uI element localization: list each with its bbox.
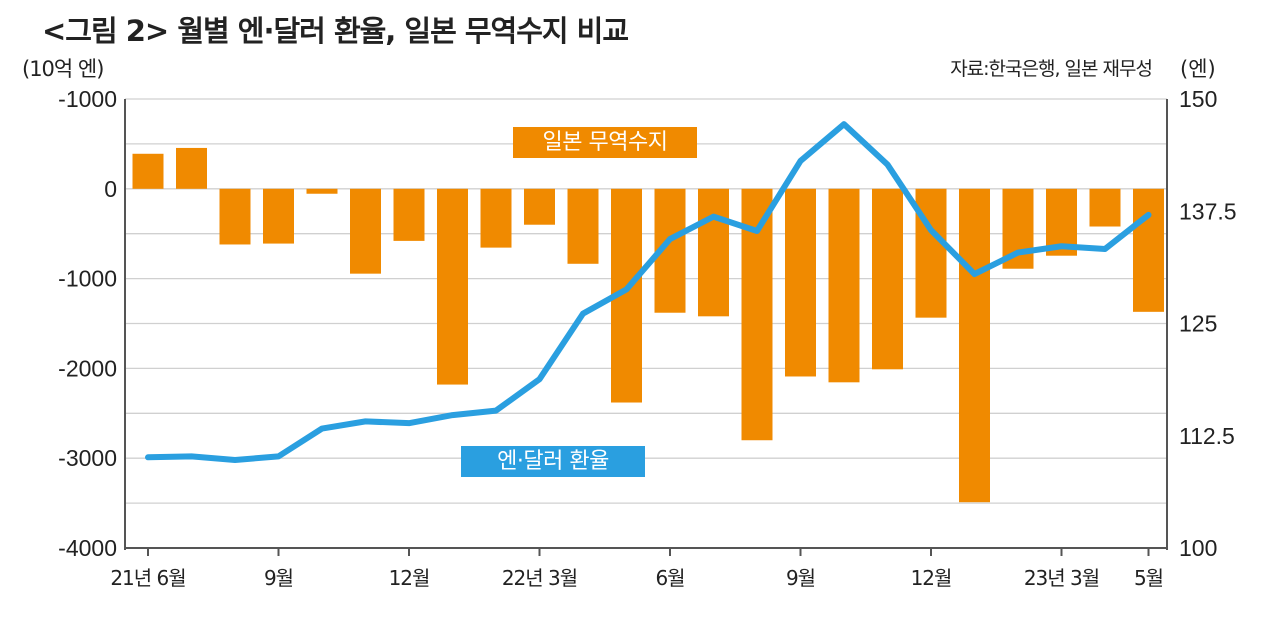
left-tick-label: -3000 [58, 445, 117, 471]
x-tick-label: 6월 [655, 566, 684, 590]
legend-trade-balance: 일본 무역수지 [513, 127, 697, 158]
right-tick-label: 100 [1179, 535, 1217, 561]
bar [872, 188, 903, 370]
right-tick-label: 150 [1179, 86, 1217, 112]
bar [132, 153, 164, 189]
source-note: 자료:한국은행, 일본 재무성 [950, 58, 1153, 80]
x-tick-label: 5월 [1134, 566, 1163, 590]
bar [828, 188, 860, 383]
right-tick-label: 137.5 [1179, 198, 1237, 224]
bar [915, 188, 947, 318]
bar [393, 188, 425, 241]
bar [306, 188, 338, 194]
left-tick-label: -1000 [58, 86, 117, 112]
left-axis-unit: (10억 엔) [22, 57, 104, 81]
bar [219, 188, 251, 245]
bar [480, 188, 512, 248]
bar [524, 188, 555, 225]
bar [350, 188, 381, 274]
bar [785, 188, 816, 377]
bar [698, 188, 729, 317]
x-tick-label: 22년 3월 [502, 566, 577, 590]
left-tick-label: -2000 [58, 355, 117, 381]
right-axis-unit: (엔) [1180, 57, 1216, 81]
bar [567, 188, 599, 264]
x-tick-label: 21년 6월 [110, 566, 185, 590]
bar [263, 188, 294, 244]
left-tick-label: 0 [104, 176, 117, 202]
x-tick-label: 12월 [389, 566, 430, 590]
bar [437, 188, 468, 385]
bar [176, 147, 207, 189]
bar [1133, 188, 1164, 312]
chart-title: <그림 2> 월별 엔·달러 환율, 일본 무역수지 비교 [42, 14, 629, 48]
bar [959, 188, 990, 503]
right-tick-label: 112.5 [1179, 423, 1235, 449]
x-tick-label: 23년 3월 [1024, 566, 1099, 590]
exchange-rate-line [145, 121, 1152, 463]
x-tick-label: 12월 [911, 566, 952, 590]
left-tick-label: -1000 [58, 266, 117, 292]
x-tick-label: 9월 [264, 566, 293, 590]
legend-exchange-rate: 엔·달러 환율 [461, 446, 645, 477]
bar [1089, 188, 1121, 227]
left-tick-label: -4000 [58, 535, 117, 561]
right-tick-label: 125 [1179, 311, 1217, 337]
x-tick-label: 9월 [786, 566, 815, 590]
